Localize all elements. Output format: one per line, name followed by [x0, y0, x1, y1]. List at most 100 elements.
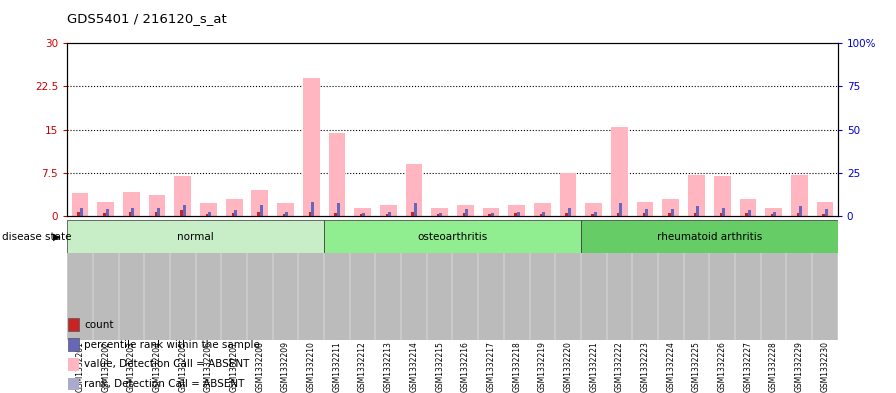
- Bar: [406, 164, 422, 216]
- Bar: [824, 209, 828, 216]
- Bar: [739, 199, 756, 216]
- Text: disease state: disease state: [2, 232, 72, 242]
- Bar: [771, 215, 776, 216]
- Bar: [719, 214, 725, 216]
- Bar: [462, 213, 465, 216]
- Bar: [157, 208, 160, 216]
- Bar: [560, 173, 576, 216]
- Bar: [816, 202, 833, 216]
- Bar: [747, 210, 751, 216]
- Bar: [791, 174, 807, 216]
- Bar: [797, 213, 802, 216]
- Bar: [540, 215, 545, 216]
- Bar: [68, 378, 80, 391]
- Bar: [180, 210, 183, 216]
- Bar: [103, 215, 108, 216]
- Bar: [232, 215, 237, 216]
- Text: percentile rank within the sample: percentile rank within the sample: [84, 340, 260, 349]
- Bar: [411, 213, 417, 216]
- Bar: [72, 193, 89, 216]
- Bar: [77, 211, 80, 216]
- Bar: [439, 213, 443, 216]
- Text: rank, Detection Call = ABSENT: rank, Detection Call = ABSENT: [84, 379, 245, 389]
- Bar: [200, 204, 217, 216]
- Bar: [688, 174, 705, 216]
- Bar: [283, 215, 288, 216]
- Bar: [129, 214, 134, 216]
- Bar: [616, 213, 619, 216]
- Bar: [593, 211, 597, 216]
- Bar: [234, 210, 237, 216]
- Text: GDS5401 / 216120_s_at: GDS5401 / 216120_s_at: [67, 12, 227, 25]
- Bar: [131, 208, 134, 216]
- Bar: [696, 206, 700, 216]
- Bar: [591, 215, 596, 216]
- Bar: [309, 213, 314, 216]
- Bar: [465, 209, 469, 216]
- Bar: [386, 215, 391, 216]
- Bar: [483, 208, 499, 216]
- Bar: [149, 195, 166, 216]
- Bar: [457, 205, 474, 216]
- Bar: [797, 213, 799, 216]
- Bar: [98, 202, 114, 216]
- Bar: [771, 215, 773, 216]
- Bar: [208, 211, 211, 216]
- Bar: [411, 212, 414, 216]
- Bar: [362, 213, 366, 216]
- Bar: [285, 211, 289, 216]
- Bar: [722, 208, 725, 216]
- Bar: [324, 220, 581, 253]
- Bar: [68, 358, 80, 371]
- Text: normal: normal: [177, 232, 214, 242]
- Bar: [437, 215, 442, 216]
- Text: rheumatoid arthritis: rheumatoid arthritis: [657, 232, 762, 242]
- Bar: [463, 215, 468, 216]
- Text: ▶: ▶: [53, 232, 60, 242]
- Bar: [257, 213, 263, 216]
- Bar: [745, 213, 748, 216]
- Bar: [175, 176, 191, 216]
- Bar: [565, 214, 571, 216]
- Bar: [68, 338, 80, 351]
- Bar: [380, 205, 397, 216]
- Bar: [180, 213, 185, 216]
- Bar: [585, 204, 602, 216]
- Bar: [303, 78, 320, 216]
- Bar: [437, 215, 440, 216]
- Bar: [637, 202, 653, 216]
- Bar: [534, 204, 551, 216]
- Bar: [334, 213, 337, 216]
- Bar: [694, 213, 699, 216]
- Bar: [183, 205, 185, 216]
- Bar: [67, 220, 324, 253]
- Bar: [823, 215, 827, 216]
- Bar: [68, 318, 80, 331]
- Bar: [414, 204, 417, 216]
- Bar: [206, 215, 211, 216]
- Bar: [385, 214, 388, 216]
- Bar: [645, 209, 648, 216]
- Bar: [129, 211, 132, 216]
- Bar: [765, 208, 782, 216]
- Bar: [106, 209, 108, 216]
- Text: count: count: [84, 320, 114, 330]
- Bar: [431, 208, 448, 216]
- Bar: [516, 211, 520, 216]
- Bar: [277, 204, 294, 216]
- Bar: [799, 206, 802, 216]
- Bar: [565, 213, 568, 216]
- Bar: [617, 213, 622, 216]
- Bar: [668, 215, 673, 216]
- Bar: [252, 190, 268, 216]
- Bar: [488, 215, 491, 216]
- Bar: [80, 208, 83, 216]
- Bar: [226, 199, 243, 216]
- Bar: [514, 213, 517, 216]
- Bar: [231, 213, 234, 216]
- Bar: [719, 213, 722, 216]
- Bar: [283, 214, 286, 216]
- Bar: [154, 212, 157, 216]
- Bar: [257, 212, 260, 216]
- Bar: [619, 204, 623, 216]
